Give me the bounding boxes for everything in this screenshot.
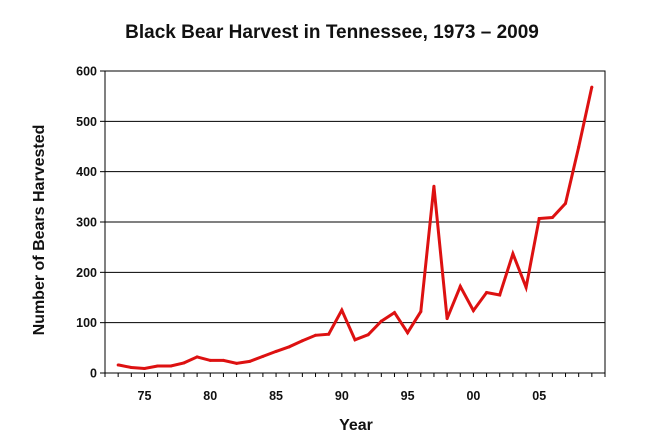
- data-point: [432, 184, 436, 188]
- x-tick-label: 05: [532, 389, 546, 403]
- x-tick-label: 85: [269, 389, 283, 403]
- data-point: [577, 145, 581, 149]
- data-point: [458, 284, 462, 288]
- x-tick-label: 80: [203, 389, 217, 403]
- data-point: [142, 366, 146, 370]
- data-point: [366, 333, 370, 337]
- series-layer: [116, 85, 594, 371]
- data-point: [485, 290, 489, 294]
- data-point: [195, 355, 199, 359]
- data-point: [182, 361, 186, 365]
- chart-title: Black Bear Harvest in Tennessee, 1973 – …: [125, 22, 539, 43]
- data-point: [314, 333, 318, 337]
- data-point: [274, 349, 278, 353]
- y-tick-label: 600: [76, 65, 97, 79]
- data-point: [419, 310, 423, 314]
- data-point: [471, 309, 475, 313]
- data-point: [116, 363, 120, 367]
- y-tick-label: 400: [76, 165, 97, 179]
- y-tick-label: 500: [76, 115, 97, 129]
- data-point: [221, 358, 225, 362]
- x-tick-label: 90: [335, 389, 349, 403]
- data-point: [379, 319, 383, 323]
- y-axis-label: Number of Bears Harvested: [31, 125, 48, 336]
- data-point: [327, 332, 331, 336]
- data-point: [537, 216, 541, 220]
- x-tick-label: 75: [138, 389, 152, 403]
- data-point: [340, 308, 344, 312]
- x-tick-label: 00: [466, 389, 480, 403]
- data-point: [524, 285, 528, 289]
- data-point: [564, 201, 568, 205]
- data-point: [590, 85, 594, 89]
- data-point: [261, 354, 265, 358]
- y-axis-ticks: 0 100 200 300 400 500 600: [76, 65, 105, 381]
- data-point: [392, 311, 396, 315]
- x-axis-label: Year: [339, 417, 373, 434]
- data-point: [156, 364, 160, 368]
- x-tick-label: 95: [401, 389, 415, 403]
- data-point: [287, 345, 291, 349]
- series-line: [117, 86, 594, 371]
- data-point: [406, 331, 410, 335]
- data-point: [353, 338, 357, 342]
- y-tick-label: 0: [90, 367, 97, 381]
- data-point: [169, 364, 173, 368]
- data-point: [235, 361, 239, 365]
- y-tick-label: 300: [76, 216, 97, 230]
- data-point: [445, 317, 449, 321]
- y-tick-label: 100: [76, 316, 97, 330]
- y-tick-label: 200: [76, 266, 97, 280]
- data-point: [248, 359, 252, 363]
- data-point: [498, 293, 502, 297]
- data-point: [208, 358, 212, 362]
- data-point: [300, 339, 304, 343]
- gridlines: [105, 120, 605, 324]
- data-point: [129, 365, 133, 369]
- x-axis-ticks: 75 80 85 90 95 00 05: [104, 373, 606, 403]
- data-point: [550, 215, 554, 219]
- data-point: [511, 252, 515, 256]
